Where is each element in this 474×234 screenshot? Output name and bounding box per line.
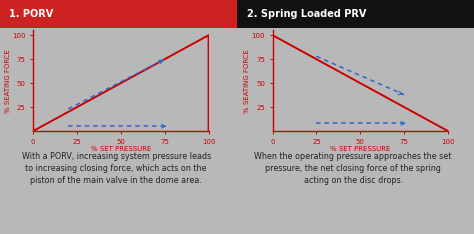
Text: With a PORV, increasing system pressure leads
to increasing closing force, which: With a PORV, increasing system pressure … — [21, 152, 211, 185]
X-axis label: % SET PRESSURE: % SET PRESSURE — [91, 146, 151, 152]
X-axis label: % SET PRESSURE: % SET PRESSURE — [330, 146, 391, 152]
Y-axis label: % SEATING FORCE: % SEATING FORCE — [244, 49, 250, 113]
Text: When the operating pressure approaches the set
pressure, the net closing force o: When the operating pressure approaches t… — [255, 152, 452, 185]
Y-axis label: % SEATING FORCE: % SEATING FORCE — [5, 49, 10, 113]
Text: 2. Spring Loaded PRV: 2. Spring Loaded PRV — [247, 9, 366, 19]
Text: 1. PORV: 1. PORV — [9, 9, 54, 19]
